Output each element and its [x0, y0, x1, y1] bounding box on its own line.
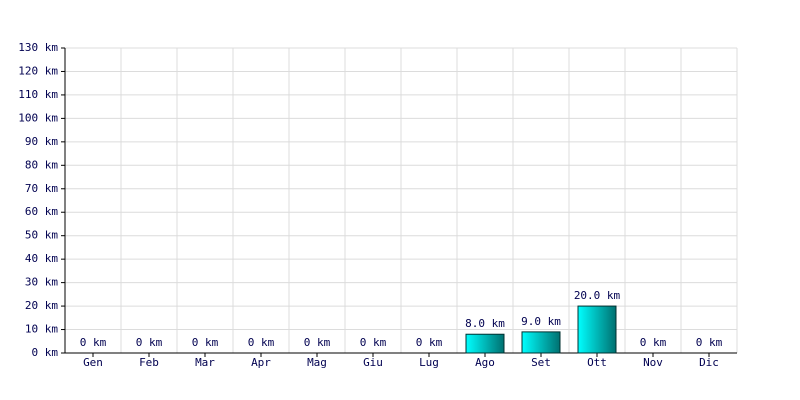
value-label: 0 km [360, 336, 387, 349]
x-tick-label: Lug [419, 356, 439, 369]
y-tick-label: 0 km [32, 346, 59, 359]
bar [577, 305, 617, 354]
y-tick-label: 60 km [25, 205, 58, 218]
y-tick-label: 70 km [25, 182, 58, 195]
value-label: 0 km [416, 336, 443, 349]
value-label: 0 km [136, 336, 163, 349]
x-tick-label: Ott [587, 356, 607, 369]
y-tick-label: 10 km [25, 323, 58, 336]
y-tick-label: 20 km [25, 299, 58, 312]
x-tick-label: Dic [699, 356, 719, 369]
y-tick-label: 100 km [18, 111, 58, 124]
y-tick-label: 30 km [25, 276, 58, 289]
value-label: 0 km [80, 336, 107, 349]
x-tick-label: Giu [363, 356, 383, 369]
x-tick-label: Nov [643, 356, 663, 369]
y-tick-label: 80 km [25, 158, 58, 171]
y-tick-label: 50 km [25, 229, 58, 242]
value-label: 0 km [192, 336, 219, 349]
y-tick-label: 90 km [25, 135, 58, 148]
value-label: 8.0 km [465, 317, 505, 330]
value-label: 0 km [640, 336, 667, 349]
x-tick-label: Gen [83, 356, 103, 369]
value-label: 20.0 km [574, 289, 621, 302]
x-tick-label: Set [531, 356, 551, 369]
bar [521, 331, 561, 354]
x-tick-label: Apr [251, 356, 271, 369]
y-tick-label: 130 km [18, 41, 58, 54]
y-tick-label: 120 km [18, 64, 58, 77]
y-tick-label: 40 km [25, 252, 58, 265]
bar [465, 333, 505, 354]
value-label: 9.0 km [521, 315, 561, 328]
value-label: 0 km [248, 336, 275, 349]
x-tick-label: Feb [139, 356, 159, 369]
x-tick-label: Ago [475, 356, 495, 369]
value-label: 0 km [696, 336, 723, 349]
x-tick-label: Mag [307, 356, 327, 369]
x-tick-label: Mar [195, 356, 215, 369]
value-label: 0 km [304, 336, 331, 349]
y-tick-label: 110 km [18, 88, 58, 101]
